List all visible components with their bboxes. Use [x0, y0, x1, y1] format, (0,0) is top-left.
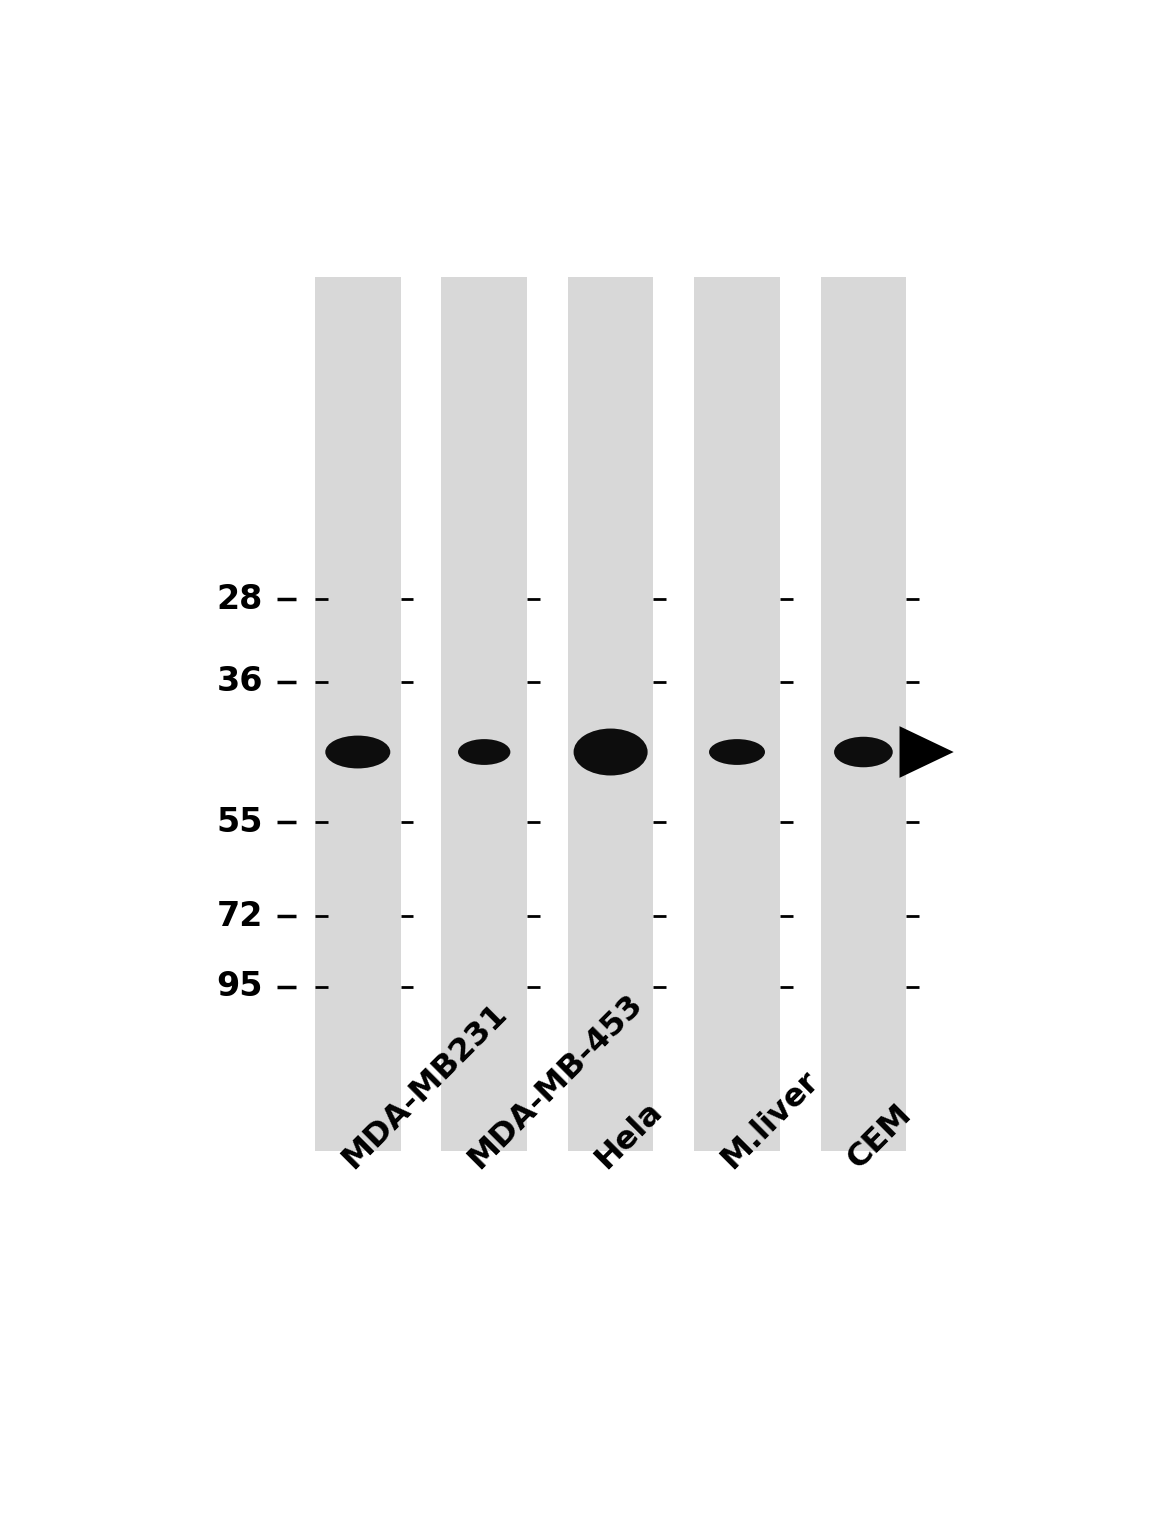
- Text: Hela: Hela: [588, 1096, 668, 1175]
- Text: CEM: CEM: [841, 1097, 918, 1175]
- Ellipse shape: [458, 739, 510, 765]
- Bar: [694, 277, 779, 1151]
- Ellipse shape: [709, 739, 765, 765]
- Ellipse shape: [573, 728, 648, 776]
- Bar: [442, 277, 527, 1151]
- Text: M.liver: M.liver: [715, 1065, 825, 1175]
- Text: 55: 55: [217, 806, 263, 838]
- Text: 95: 95: [217, 971, 263, 1003]
- Bar: [315, 277, 401, 1151]
- Bar: [567, 277, 654, 1151]
- Bar: [820, 277, 906, 1151]
- Text: 36: 36: [217, 664, 263, 698]
- Ellipse shape: [834, 736, 892, 767]
- Text: MDA-MB-453: MDA-MB-453: [463, 988, 649, 1175]
- Polygon shape: [899, 727, 954, 777]
- Text: 72: 72: [217, 899, 263, 933]
- Text: MDA-MB231: MDA-MB231: [336, 997, 513, 1175]
- Text: 28: 28: [217, 584, 263, 616]
- Ellipse shape: [325, 736, 390, 768]
